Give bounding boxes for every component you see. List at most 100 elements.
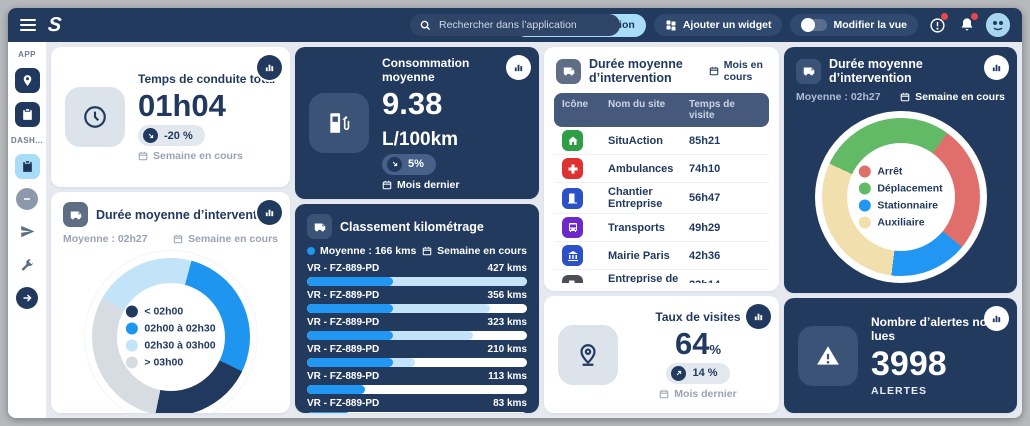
table-row[interactable]: SituAction 85h21 (554, 127, 769, 155)
bell-icon[interactable] (956, 13, 978, 36)
donut-chart-intervention-states: Arrêt Déplacement Stationnaire Auxiliair… (814, 111, 987, 283)
sidebar-item-dashboard-active[interactable] (14, 154, 40, 179)
km-value: 356 kms (487, 290, 527, 301)
table-row[interactable]: Transports 49h29 (554, 214, 769, 242)
km-bar (307, 277, 527, 286)
period-label: Semaine en cours (138, 150, 243, 162)
trend-down-icon (387, 156, 402, 172)
average-label: Moyenne : 02h27 (63, 233, 148, 245)
table-row[interactable]: Chantier Entreprise 56h47 (554, 183, 769, 214)
sidebar-item-dash-circle[interactable] (16, 188, 38, 210)
alerts-notification-icon[interactable] (926, 13, 948, 36)
hamburger-menu-icon[interactable] (20, 19, 36, 31)
donut-legend: Arrêt Déplacement Stationnaire Auxiliair… (858, 165, 943, 229)
trend-badge: -20 % (138, 125, 205, 146)
period-label: Semaine en cours (173, 233, 278, 245)
van-icon (63, 202, 88, 227)
km-value: 323 kms (487, 317, 527, 328)
average-label: Moyenne : 166 kms (307, 245, 416, 257)
chart-switch-button[interactable] (257, 55, 282, 80)
chart-switch-button[interactable] (506, 55, 531, 80)
legend-item: 02h00 à 02h30 (125, 322, 216, 335)
site-name: Transports (608, 221, 665, 234)
site-time: 49h29 (689, 221, 721, 234)
calendar-icon (659, 389, 669, 399)
dashboard-grid: Temps de conduite total 01h04 -20 % Sema… (46, 42, 1022, 418)
km-bar-row: VR - FZ-889-PD 83 kms (307, 398, 527, 413)
chart-switch-button[interactable] (984, 55, 1009, 80)
clock-icon (65, 87, 125, 147)
km-bar-row: VR - FZ-889-PD 210 kms (307, 344, 527, 367)
site-table-body: SituAction 85h21 Ambulances 74h10 Chanti… (554, 127, 769, 283)
site-name: Mairie Paris (608, 249, 670, 262)
card-temps-conduite: Temps de conduite total 01h04 -20 % Sema… (51, 47, 290, 187)
chart-switch-button[interactable] (746, 304, 771, 329)
sidebar-item-tools[interactable] (15, 253, 40, 278)
km-value: 113 kms (488, 371, 527, 382)
arrow-right-circle-icon (21, 292, 33, 304)
table-row[interactable]: Entreprise de commerce 22h14 (554, 270, 769, 283)
legend-item: Stationnaire (858, 199, 942, 212)
trend-badge: 5% (382, 153, 436, 175)
km-bar-row: VR - FZ-889-PD 113 kms (307, 371, 527, 394)
table-header: Icône Nom du site Temps de visite (554, 93, 769, 127)
km-value: 427 kms (487, 263, 527, 274)
bus-icon (562, 217, 583, 238)
km-bar (307, 331, 527, 340)
sidebar-item-send[interactable] (15, 219, 40, 244)
kpi-value: 01h04 (138, 88, 226, 123)
kpi-value: 9.38 L/100km (382, 85, 459, 150)
minus-circle-icon (21, 193, 33, 205)
period-label: Mois dernier (382, 179, 459, 191)
van-icon (307, 214, 332, 239)
card-classement-kilometrage: Classement kilométrage Moyenne : 166 kms… (295, 204, 539, 413)
kilometrage-bar-list: VR - FZ-889-PD 427 kms VR - FZ-889-PD 356 … (295, 257, 539, 413)
bar-chart-icon (264, 207, 275, 218)
clipboard-icon (21, 108, 34, 121)
card-sites-table: Durée moyenne d’intervention Mois en cou… (544, 47, 779, 291)
chart-switch-button[interactable] (257, 200, 282, 225)
sidebar-item-expand[interactable] (16, 287, 38, 309)
card-title: Consommation moyenne (382, 55, 470, 84)
card-title: Temps de conduite total (138, 72, 276, 86)
search-bar[interactable] (410, 14, 620, 36)
user-avatar[interactable] (986, 13, 1010, 37)
donut-chart-intervention-ranges: < 02h00 02h00 à 02h30 02h30 à 03h00 > 03… (84, 251, 257, 413)
ajouter-widget-button[interactable]: Ajouter un widget (653, 14, 783, 36)
calendar-icon (900, 92, 910, 102)
vehicle-label: VR - FZ-889-PD (307, 317, 380, 328)
search-input[interactable] (437, 18, 610, 32)
bar-chart-icon (264, 62, 275, 73)
alert-subtitle: ALERTES (871, 384, 928, 397)
sidebar-item-tracking[interactable] (14, 68, 40, 93)
site-time: 22h14 (689, 279, 761, 283)
clipboard-icon (21, 160, 34, 173)
chart-switch-button[interactable] (984, 306, 1009, 331)
top-navbar: S Espace Formation Ajouter un widget Mod… (8, 8, 1022, 42)
table-row[interactable]: Mairie Paris 42h36 (554, 242, 769, 270)
period-label: Mois dernier (659, 388, 737, 400)
trend-down-icon (143, 128, 158, 143)
period-label: Mois en cours (709, 59, 767, 83)
card-title: Durée moyenne d’intervention (829, 57, 923, 85)
app-logo[interactable]: S (46, 13, 62, 36)
sidebar-item-reports[interactable] (14, 102, 40, 127)
building-icon (562, 187, 583, 209)
bar-chart-icon (753, 311, 764, 322)
view-toggle-switch[interactable] (801, 18, 828, 32)
modifier-vue-toggle-button[interactable]: Modifier la vue (790, 14, 918, 36)
vehicle-label: VR - FZ-889-PD (307, 263, 380, 274)
fuel-pump-icon (309, 93, 369, 153)
widget-grid-icon (665, 19, 677, 31)
table-row[interactable]: Ambulances 74h10 (554, 155, 769, 183)
legend-item: Auxiliaire (858, 216, 942, 229)
left-sidebar: APP DASH... (8, 42, 46, 418)
average-label: Moyenne : 02h27 (796, 91, 881, 103)
km-bar (307, 412, 527, 413)
card-donut-intervention-dark: Durée moyenne d’intervention Moyenne : 0… (784, 47, 1017, 293)
bell-badge-dot (971, 13, 978, 20)
km-bar-row: VR - FZ-889-PD 356 kms (307, 290, 527, 313)
sidebar-dash-label: DASH... (10, 136, 44, 145)
card-title: Taux de visites (655, 309, 741, 324)
search-icon (420, 20, 431, 31)
